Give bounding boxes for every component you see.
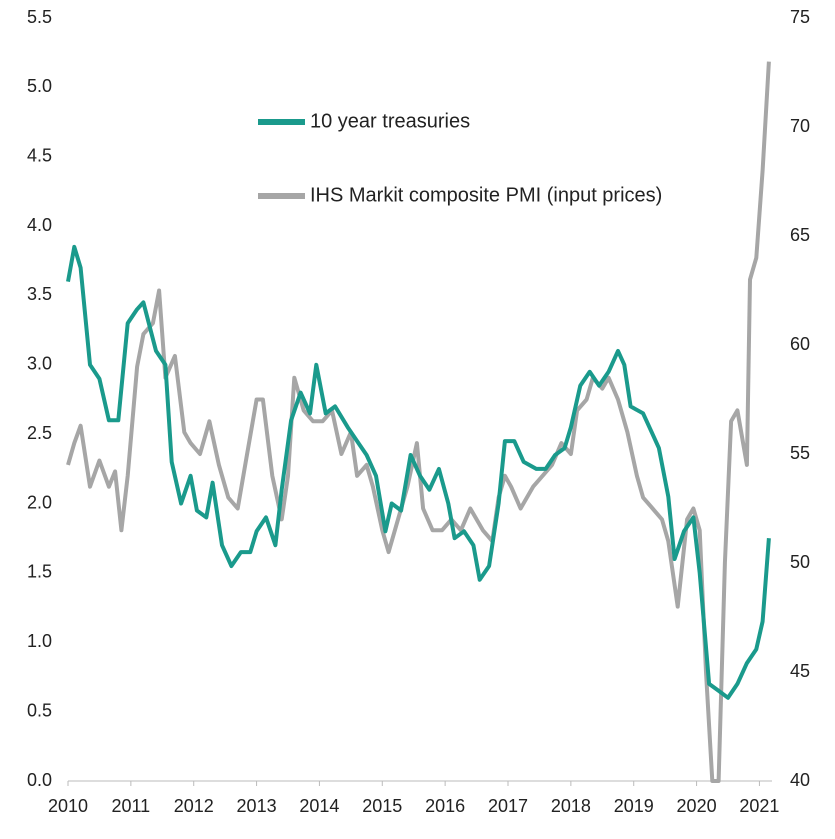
x-tick-label: 2021 (739, 796, 779, 816)
x-tick-label: 2017 (488, 796, 528, 816)
x-tick-label: 2020 (677, 796, 717, 816)
legend-label: IHS Markit composite PMI (input prices) (310, 184, 662, 206)
x-tick-label: 2012 (174, 796, 214, 816)
y-tick-label: 2.5 (27, 423, 52, 443)
x-tick-label: 2013 (237, 796, 277, 816)
x-tick-label: 2018 (551, 796, 591, 816)
x-tick-label: 2014 (299, 796, 339, 816)
y2-tick-label: 45 (790, 661, 810, 681)
y-tick-label: 2.0 (27, 492, 52, 512)
x-tick-label: 2015 (362, 796, 402, 816)
y-tick-label: 1.0 (27, 631, 52, 651)
y2-tick-label: 70 (790, 116, 810, 136)
x-tick-label: 2016 (425, 796, 465, 816)
y2-tick-label: 75 (790, 7, 810, 27)
y-tick-label: 3.5 (27, 284, 52, 304)
y2-tick-label: 40 (790, 770, 810, 790)
legend-label: 10 year treasuries (310, 110, 470, 132)
series-line (66, 61, 771, 783)
y-tick-label: 5.0 (27, 76, 52, 96)
y-tick-label: 0.5 (27, 700, 52, 720)
y2-tick-label: 60 (790, 334, 810, 354)
y2-tick-label: 55 (790, 443, 810, 463)
y-tick-label: 3.0 (27, 354, 52, 374)
y-tick-label: 0.0 (27, 770, 52, 790)
y-tick-label: 5.5 (27, 7, 52, 27)
y-tick-label: 1.5 (27, 562, 52, 582)
y-tick-label: 4.0 (27, 215, 52, 235)
y2-tick-label: 50 (790, 552, 810, 572)
x-tick-label: 2010 (48, 796, 88, 816)
series-line (66, 244, 771, 700)
x-tick-label: 2019 (614, 796, 654, 816)
y2-tick-label: 65 (790, 225, 810, 245)
y-tick-label: 4.5 (27, 145, 52, 165)
x-tick-label: 2011 (111, 796, 150, 816)
